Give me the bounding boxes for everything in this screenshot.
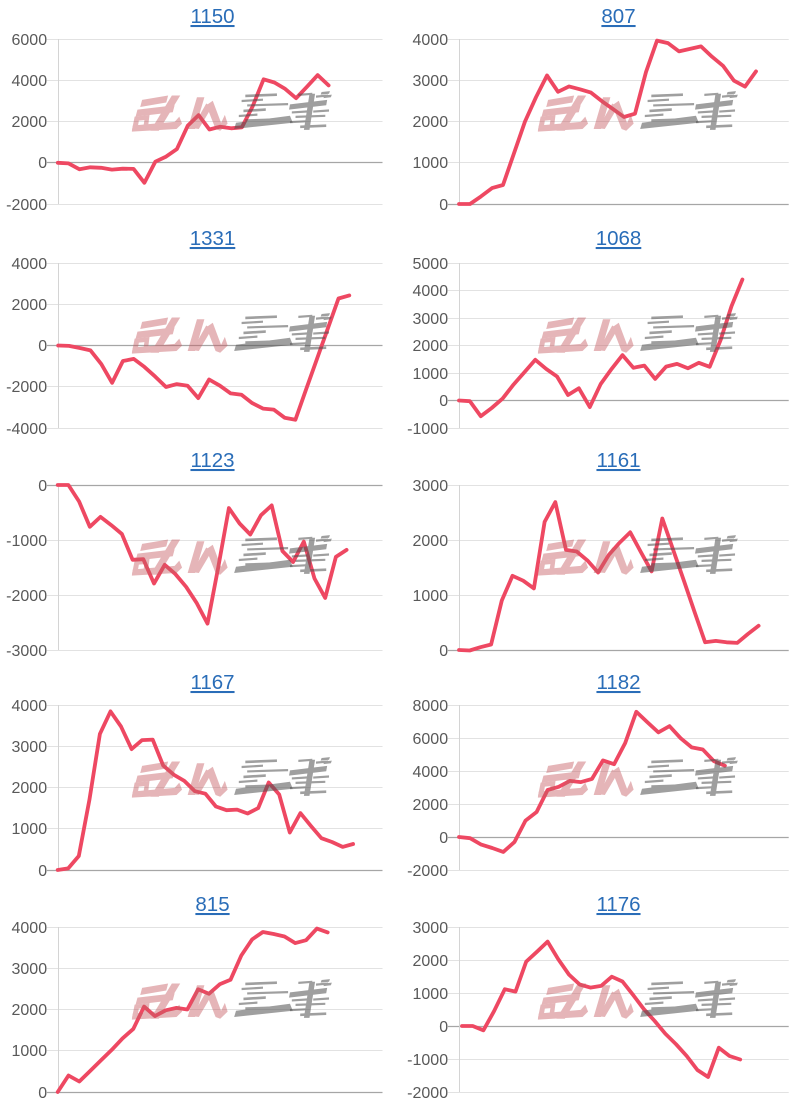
svg-text:-3000: -3000 (6, 643, 47, 660)
svg-text:1000: 1000 (12, 821, 48, 838)
svg-text:4000: 4000 (12, 920, 48, 937)
svg-text:3000: 3000 (413, 920, 449, 937)
svg-text:3000: 3000 (12, 961, 48, 978)
svg-text:-2000: -2000 (6, 197, 47, 214)
svg-text:5000: 5000 (413, 256, 449, 273)
svg-text:-2000: -2000 (6, 379, 47, 396)
svg-text:6000: 6000 (12, 32, 48, 49)
svg-text:0: 0 (439, 1019, 448, 1036)
svg-text:-2000: -2000 (407, 863, 448, 880)
svg-text:4000: 4000 (12, 698, 48, 715)
svg-text:4000: 4000 (413, 32, 449, 49)
svg-text:2000: 2000 (413, 533, 449, 550)
svg-text:0: 0 (439, 643, 448, 660)
svg-text:2000: 2000 (12, 1002, 48, 1019)
svg-text:1000: 1000 (12, 1043, 48, 1060)
svg-text:1123: 1123 (190, 449, 234, 472)
svg-text:-1000: -1000 (407, 1052, 448, 1069)
svg-text:2000: 2000 (413, 797, 449, 814)
svg-text:3000: 3000 (413, 478, 449, 495)
svg-text:2000: 2000 (413, 338, 449, 355)
svg-text:3000: 3000 (413, 73, 449, 90)
svg-text:1176: 1176 (596, 893, 640, 916)
svg-text:-2000: -2000 (407, 1085, 448, 1102)
svg-text:2000: 2000 (12, 114, 48, 131)
svg-text:4000: 4000 (413, 283, 449, 300)
svg-text:1000: 1000 (413, 986, 449, 1003)
svg-text:1000: 1000 (413, 366, 449, 383)
svg-text:815: 815 (195, 893, 229, 916)
svg-text:4000: 4000 (413, 764, 449, 781)
svg-text:4000: 4000 (12, 73, 48, 90)
svg-text:2000: 2000 (12, 297, 48, 314)
svg-text:0: 0 (439, 197, 448, 214)
svg-text:2000: 2000 (12, 780, 48, 797)
svg-text:1182: 1182 (596, 671, 640, 694)
svg-text:1167: 1167 (190, 671, 234, 694)
svg-text:0: 0 (439, 393, 448, 410)
svg-text:1161: 1161 (596, 449, 640, 472)
svg-text:0: 0 (38, 863, 47, 880)
svg-text:-1000: -1000 (6, 533, 47, 550)
svg-text:1000: 1000 (413, 588, 449, 605)
svg-text:0: 0 (38, 155, 47, 172)
svg-text:3000: 3000 (413, 311, 449, 328)
svg-text:1068: 1068 (596, 227, 642, 250)
svg-text:-2000: -2000 (6, 588, 47, 605)
svg-text:1331: 1331 (190, 227, 236, 250)
svg-text:2000: 2000 (413, 953, 449, 970)
svg-text:0: 0 (439, 830, 448, 847)
svg-text:3000: 3000 (12, 739, 48, 756)
svg-text:4000: 4000 (12, 256, 48, 273)
svg-text:6000: 6000 (413, 731, 449, 748)
svg-text:1000: 1000 (413, 155, 449, 172)
svg-text:-4000: -4000 (6, 421, 47, 438)
svg-text:2000: 2000 (413, 114, 449, 131)
svg-text:807: 807 (601, 5, 635, 28)
svg-text:0: 0 (38, 1085, 47, 1102)
svg-text:1150: 1150 (190, 5, 234, 28)
svg-text:0: 0 (38, 478, 47, 495)
svg-text:-1000: -1000 (407, 421, 448, 438)
svg-text:0: 0 (38, 338, 47, 355)
svg-text:8000: 8000 (413, 698, 449, 715)
